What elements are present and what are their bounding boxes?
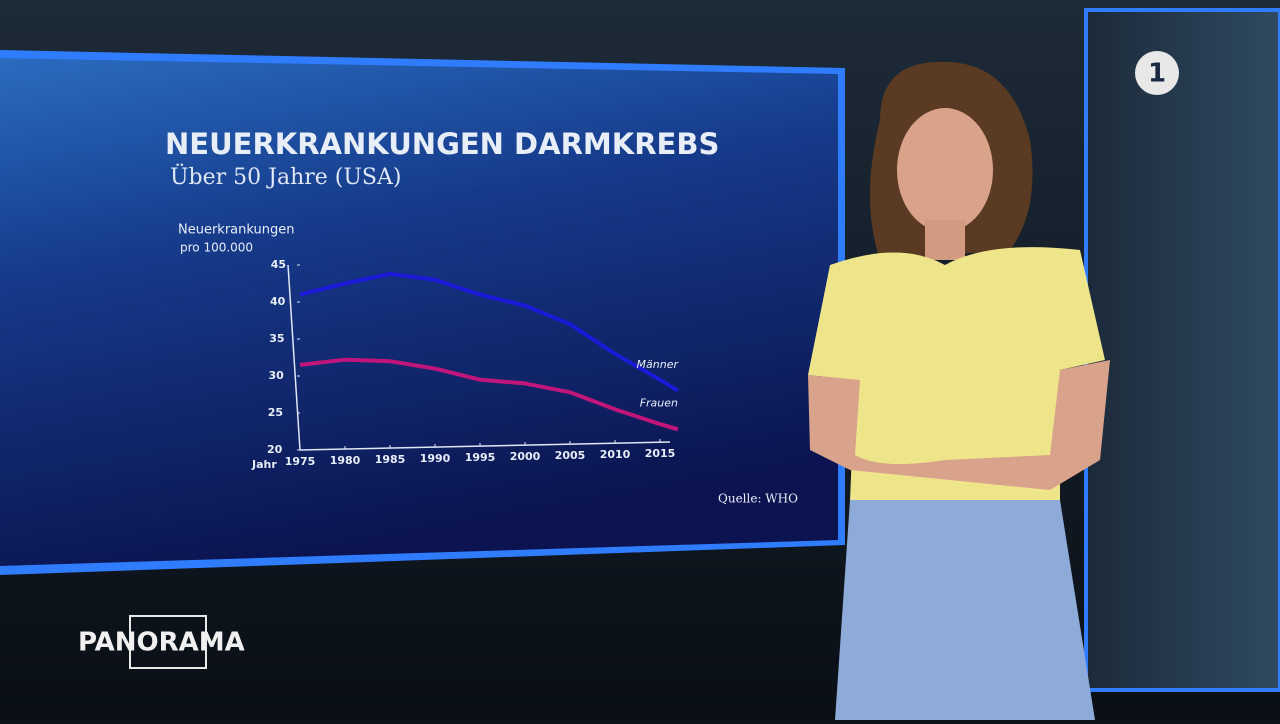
- logo-frame: [129, 615, 207, 669]
- y-tick-label: 20: [267, 443, 283, 456]
- y-tick-label: 30: [268, 369, 284, 382]
- y-tick-label: 45: [271, 258, 286, 271]
- series-label: Männer: [637, 358, 680, 371]
- x-tick-label: 1985: [375, 453, 406, 466]
- x-tick-label: 1975: [285, 455, 316, 468]
- y-axis-label: Neuerkrankungen: [178, 223, 294, 238]
- show-logo: PANORAMA: [78, 628, 245, 658]
- series-line: [299, 357, 679, 432]
- plot: 20 25 30 35 40 45 1975 1980 1985 1990 1995 2000 2005…: [267, 258, 679, 468]
- y-tick-label: 25: [268, 406, 283, 419]
- chart-title: NEUERKRANKUNGEN DARMKREBS: [165, 127, 719, 161]
- x-tick-label: 1990: [420, 452, 451, 465]
- x-tick-label: 2005: [555, 449, 586, 462]
- presenter: [808, 61, 1110, 720]
- side-screen: [1084, 8, 1280, 692]
- channel-logo-text: 1: [1148, 59, 1166, 89]
- x-tick-label: 2000: [510, 450, 541, 463]
- y-tick-label: 35: [269, 332, 284, 345]
- x-axis-label: Jahr: [251, 458, 277, 471]
- y-tick-label: 40: [270, 295, 286, 308]
- x-tick-label: 2015: [645, 447, 676, 460]
- x-tick-label: 1995: [465, 451, 496, 464]
- series-line: [299, 271, 680, 393]
- x-tick-label: 2010: [600, 448, 631, 461]
- series-label: Frauen: [640, 396, 678, 409]
- chart-subtitle: Über 50 Jahre (USA): [170, 163, 401, 190]
- y-axis: [287, 264, 301, 451]
- screen: [0, 58, 838, 566]
- channel-logo: [1135, 51, 1179, 95]
- source: Quelle: WHO: [718, 492, 798, 506]
- x-tick-label: 1980: [330, 454, 361, 467]
- x-axis: [299, 441, 671, 451]
- y-axis-label: pro 100.000: [180, 241, 253, 255]
